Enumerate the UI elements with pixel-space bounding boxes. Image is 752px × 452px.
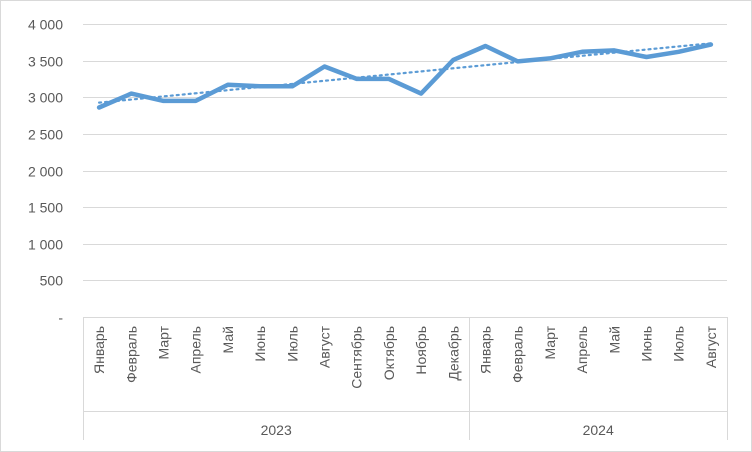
x-tick-label: Январь bbox=[478, 326, 494, 374]
gridlines bbox=[83, 24, 727, 281]
x-tick-label: Август bbox=[703, 325, 719, 368]
x-tick-label: Май bbox=[606, 326, 622, 353]
y-tick-label: 500 bbox=[40, 273, 64, 289]
x-axis-year-groups: 2023 2024 bbox=[261, 422, 614, 438]
x-tick-label: Январь bbox=[91, 326, 107, 374]
x-tick-label: Июнь bbox=[639, 326, 655, 362]
x-tick-label: Апрель bbox=[188, 326, 204, 374]
x-tick-label: Сентябрь bbox=[349, 326, 365, 389]
x-axis-tick-labels: Январь Февраль Март Апрель Май Июнь Июль Август… bbox=[91, 325, 719, 388]
x-tick-label: Февраль bbox=[510, 326, 526, 383]
y-tick-label: - bbox=[58, 310, 63, 326]
x-tick-label: Март bbox=[542, 325, 558, 359]
y-tick-label: 2 500 bbox=[28, 127, 63, 143]
trendline bbox=[97, 42, 713, 104]
x-tick-label: Июнь bbox=[252, 326, 268, 362]
y-tick-label: 4 000 bbox=[28, 17, 63, 33]
x-tick-label: Апрель bbox=[574, 326, 590, 374]
y-tick-label: 2 000 bbox=[28, 164, 63, 180]
x-tick-label: Февраль bbox=[123, 326, 139, 383]
trendlines bbox=[97, 42, 713, 104]
x-tick-label: Март bbox=[156, 325, 172, 359]
series-line bbox=[96, 42, 714, 110]
axes bbox=[83, 317, 728, 440]
y-axis-tick-labels: - 500 1 000 1 500 2 000 2 500 3 000 3 500 4 000 bbox=[28, 17, 63, 326]
x-group-label: 2023 bbox=[261, 422, 292, 438]
x-tick-label: Декабрь bbox=[445, 326, 461, 381]
x-group-label: 2024 bbox=[583, 422, 614, 438]
y-tick-label: 3 500 bbox=[28, 54, 63, 70]
y-tick-label: 3 000 bbox=[28, 90, 63, 106]
x-tick-label: Июль bbox=[671, 326, 687, 362]
x-tick-label: Октябрь bbox=[381, 326, 397, 380]
x-tick-label: Май bbox=[220, 326, 236, 353]
x-tick-label: Июль bbox=[284, 326, 300, 362]
y-tick-label: 1 000 bbox=[28, 237, 63, 253]
x-tick-label: Ноябрь bbox=[413, 326, 429, 375]
x-tick-label: Август bbox=[317, 325, 333, 368]
y-tick-label: 1 500 bbox=[28, 200, 63, 216]
